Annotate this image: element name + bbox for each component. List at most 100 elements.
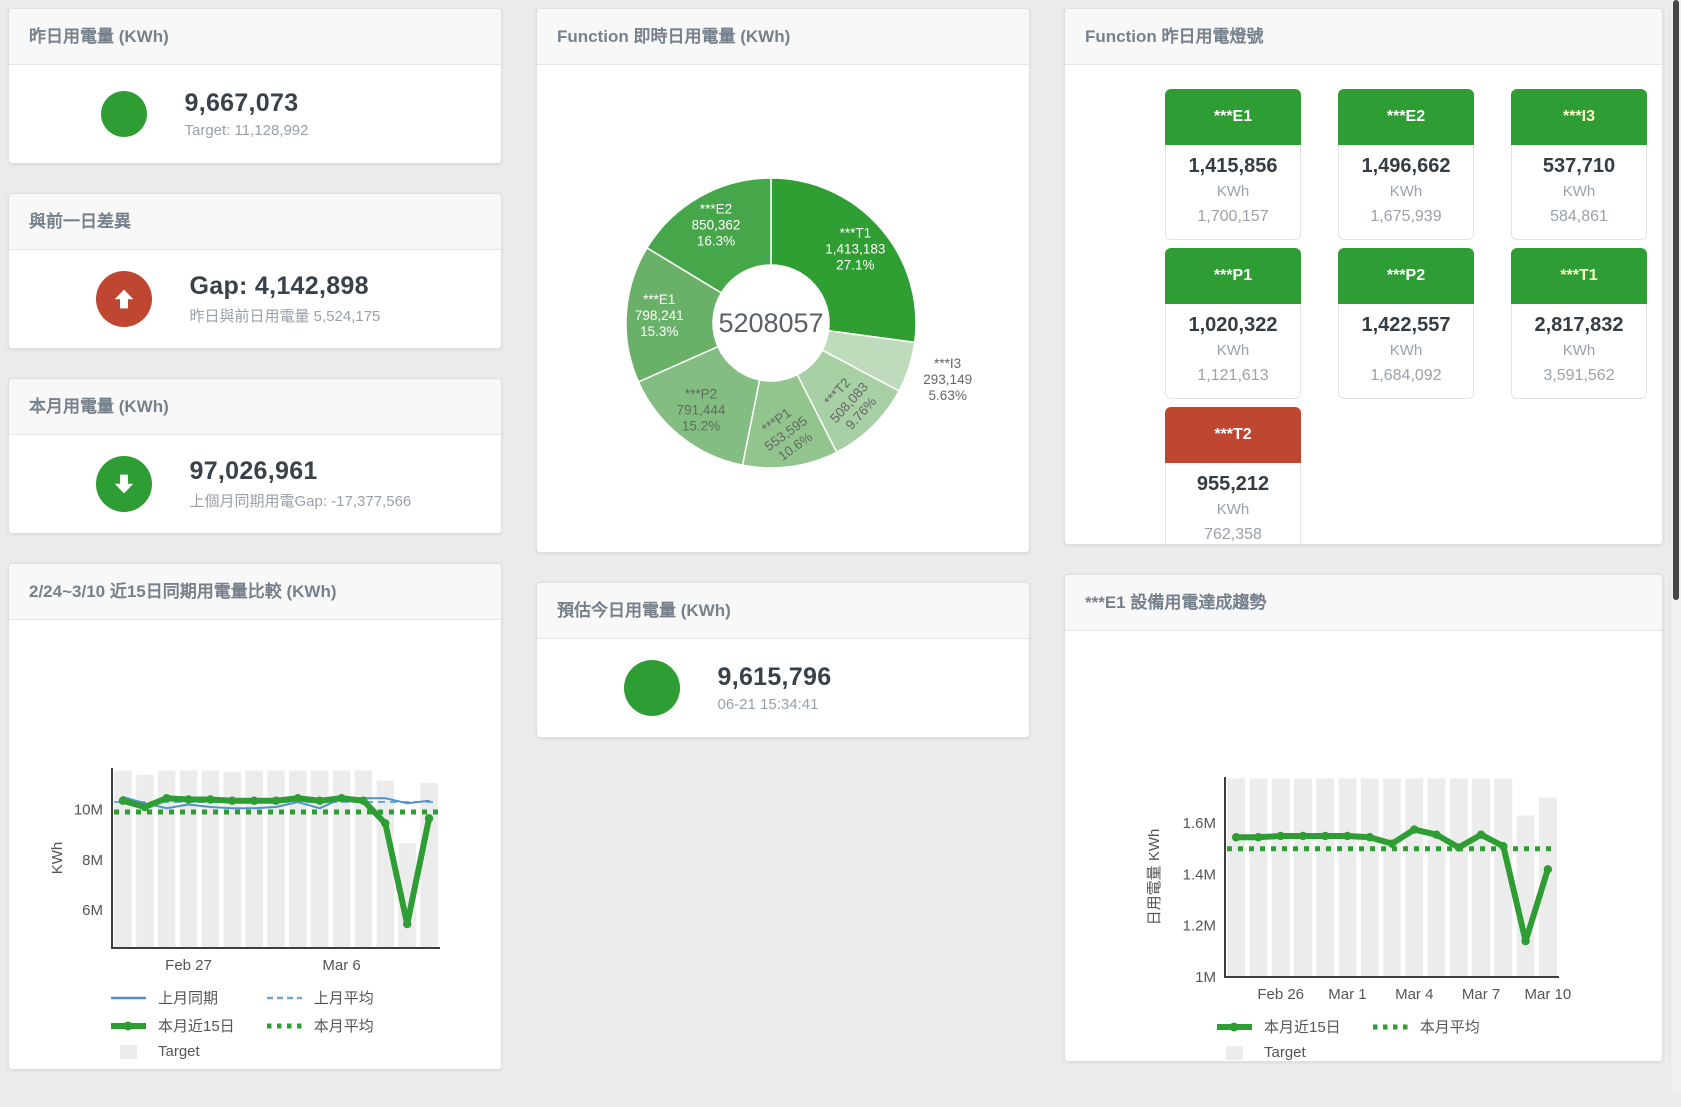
series-point xyxy=(1253,833,1263,842)
series-point xyxy=(1520,936,1530,946)
donut-slice-***T1[interactable] xyxy=(770,177,917,344)
target-bar xyxy=(398,843,416,948)
lights-grid: ***E1 1,415,856 KWh 1,700,157 ***E2 1,496,662… xyxy=(1065,65,1662,544)
legend-item-本月平均[interactable]: 本月平均 xyxy=(265,1015,374,1036)
legend-symbol-line-icon xyxy=(111,996,146,999)
series-point xyxy=(1387,839,1396,848)
legend-item-上月平均[interactable]: 上月平均 xyxy=(265,987,374,1008)
panel-header: Function 即時日用電量 (KWh) xyxy=(537,9,1029,65)
light-card-secondary-value: 1,700,157 xyxy=(1197,208,1269,225)
panel-title: 本月用電量 (KWh) xyxy=(29,397,169,416)
legend-symbol-dashed-icon xyxy=(266,996,302,999)
arrow-down-circle-icon xyxy=(95,456,152,512)
target-bar xyxy=(114,770,132,948)
light-card-***T1: ***T1 2,817,832 KWh 3,591,562 xyxy=(1511,248,1647,399)
light-card-value: 2,817,832 xyxy=(1534,314,1624,336)
y-tick-label: 10M xyxy=(74,802,103,819)
series-point xyxy=(1409,825,1418,834)
compare-chart-plot: 6M 8M 10M Feb 27 Mar 6 KWh xyxy=(49,768,440,974)
light-card-value: 1,422,557 xyxy=(1361,314,1451,336)
target-bar xyxy=(1360,778,1379,977)
forecast-value: 9,615,796 xyxy=(717,663,832,691)
light-card-***E1: ***E1 1,415,856 KWh 1,700,157 xyxy=(1165,89,1301,240)
target-bar xyxy=(1271,778,1290,977)
target-bar xyxy=(1293,778,1312,977)
kwh-unit-label: KWh xyxy=(1389,183,1423,200)
column-right: Function 昨日用電燈號 ***E1 1,415,856 KWh 1,700,1… xyxy=(1064,8,1663,1091)
legend-item-Target[interactable]: Target xyxy=(109,1043,235,1060)
kpi-body: 97,026,961 上個月同期用電Gap: -17,377,566 xyxy=(9,435,501,533)
legend-symbol-dotted-icon xyxy=(266,1023,302,1028)
status-circle-green-icon xyxy=(623,660,680,716)
y-tick-label: 1.2M xyxy=(1182,918,1215,935)
light-card-label: ***E2 xyxy=(1338,89,1474,145)
series-point xyxy=(424,814,434,823)
target-bar xyxy=(1315,778,1334,977)
light-card-body: 1,020,322 KWh 1,121,613 xyxy=(1165,304,1301,399)
target-bar xyxy=(1427,778,1445,977)
legend-label: Target xyxy=(1264,1044,1306,1061)
e1-chart-plot: 1M 1.2M 1.4M 1.6M Feb 26 Mar 1 Mar 4 Mar 7 Mar 1… xyxy=(1146,777,1571,1003)
chart-axes xyxy=(111,768,440,949)
light-card-secondary-value: 762,358 xyxy=(1204,526,1262,543)
series-point xyxy=(1454,843,1463,852)
donut-slice-***E1[interactable] xyxy=(625,246,723,383)
series-point xyxy=(271,796,281,805)
kwh-unit-label: KWh xyxy=(1216,501,1250,518)
donut-slice-***P2[interactable] xyxy=(637,345,761,467)
legend-item-Target[interactable]: Target xyxy=(1215,1044,1341,1061)
scrollbar-track[interactable] xyxy=(1670,0,1681,1091)
kpi-text: Gap: 4,142,898 昨日與前日用電量 5,524,175 xyxy=(190,272,415,326)
donut-slice-label: ***P2 791,444 15.2% xyxy=(677,386,726,433)
series-point xyxy=(1275,831,1285,841)
light-card-body: 537,710 KWh 584,861 xyxy=(1511,145,1647,240)
light-card-value: 955,212 xyxy=(1196,473,1270,495)
series-point xyxy=(184,795,193,804)
light-card-***T2: ***T2 955,212 KWh 762,358 xyxy=(1165,407,1301,544)
x-tick-label: Mar 4 xyxy=(1395,986,1433,1003)
panel-title: 2/24~3/10 近15日同期用電量比較 (KWh) xyxy=(29,582,337,601)
series-point xyxy=(249,796,259,805)
series-point xyxy=(359,796,368,805)
donut-slice-label: ***T1 1,413,183 27.1% xyxy=(825,225,885,272)
light-card-body: 2,817,832 KWh 3,591,562 xyxy=(1511,304,1647,399)
panel-compare-chart: 2/24~3/10 近15日同期用電量比較 (KWh) 6M 8M 10M Feb 2… xyxy=(8,563,502,1070)
yesterday-usage-target: Target: 11,128,992 xyxy=(184,122,309,139)
target-bar xyxy=(223,771,242,948)
series-point xyxy=(315,796,324,805)
panel-realtime-donut: Function 即時日用電量 (KWh) ***T1 1,413,183 27.1… xyxy=(536,8,1030,553)
legend-item-上月同期[interactable]: 上月同期 xyxy=(109,987,235,1008)
panel-header: ***E1 設備用電達成趨勢 xyxy=(1065,575,1662,631)
y-axis-label: KWh xyxy=(49,842,66,875)
light-card-***E2: ***E2 1,496,662 KWh 1,675,939 xyxy=(1338,89,1474,240)
legend-item-本月平均[interactable]: 本月平均 xyxy=(1371,1016,1480,1037)
y-tick-label: 1M xyxy=(1195,969,1216,986)
kwh-unit-label: KWh xyxy=(1216,183,1250,200)
donut-chart-plot: ***T1 1,413,183 27.1%***I3 293,149 5.63%***T… xyxy=(625,177,972,469)
series-line-上月同期 xyxy=(121,795,431,810)
scrollbar-thumb[interactable] xyxy=(1673,0,1679,600)
legend-label: 上月同期 xyxy=(158,990,219,1007)
yesterday-usage-value: 9,667,073 xyxy=(184,89,299,117)
target-bar xyxy=(1382,778,1401,977)
x-tick-label: Feb 27 xyxy=(165,957,212,974)
kpi-text: 9,615,796 06-21 15:34:41 xyxy=(718,663,943,713)
y-axis-label: 日用電量 KWh xyxy=(1146,829,1163,926)
legend-symbol-dotted-icon xyxy=(1372,1024,1408,1029)
compare-chart: 6M 8M 10M Feb 27 Mar 6 KWh 上月同期 上月平均 本月近15日 本月平均… xyxy=(9,620,501,1060)
light-card-value: 1,496,662 xyxy=(1361,155,1451,177)
series-point xyxy=(162,794,171,803)
light-card-***P2: ***P2 1,422,557 KWh 1,684,092 xyxy=(1338,248,1474,399)
donut-slice-***E2[interactable] xyxy=(645,177,772,294)
light-card-secondary-value: 1,684,092 xyxy=(1370,367,1442,384)
kpi-text: 9,667,073 Target: 11,128,992 xyxy=(185,89,410,139)
legend-label: 上月平均 xyxy=(313,990,374,1007)
light-card-label: ***T1 xyxy=(1511,248,1647,304)
legend-item-本月近15日[interactable]: 本月近15日 xyxy=(109,1015,235,1036)
series-point xyxy=(1342,831,1352,841)
y-tick-label: 1.4M xyxy=(1182,866,1215,883)
legend-item-本月近15日[interactable]: 本月近15日 xyxy=(1215,1016,1341,1037)
target-bar xyxy=(1226,778,1245,977)
light-card-label: ***E1 xyxy=(1165,89,1301,145)
